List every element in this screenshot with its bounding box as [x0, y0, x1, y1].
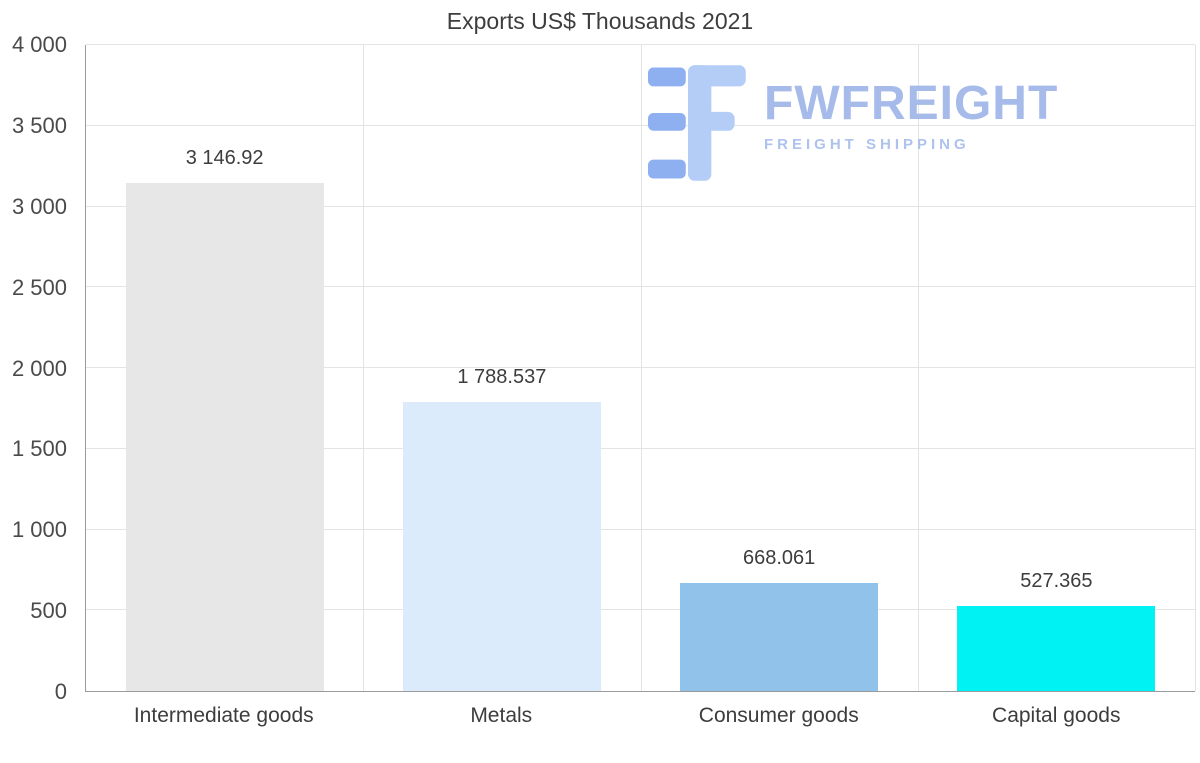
- brand-logo-icon: [648, 64, 748, 187]
- y-axis-tick-label: 3 000: [11, 193, 67, 219]
- brand-watermark: FWFREIGHT FREIGHT SHIPPING: [648, 64, 1065, 187]
- y-axis-tick-label: 3 500: [11, 112, 67, 138]
- v-gridline: [1195, 45, 1196, 691]
- y-axis: 0 500 1 000 1 500 2 000 2 500 3 000 3 500 4 000: [0, 32, 75, 704]
- y-axis-tick-label: 2 500: [11, 274, 67, 300]
- bar-capital-goods: [957, 605, 1156, 691]
- y-axis-tick-label: 1 500: [11, 436, 67, 462]
- x-axis-category-label: Capital goods: [992, 704, 1121, 727]
- y-axis-tick-label: 4 000: [11, 32, 67, 57]
- y-axis-tick-label: 500: [30, 598, 67, 624]
- x-axis-category-label: Consumer goods: [698, 704, 859, 727]
- v-gridline: [363, 45, 365, 691]
- bar-intermediate-goods: [125, 182, 324, 691]
- bar-value-label: 3 146.92: [185, 146, 264, 169]
- y-axis-tick-label: 0: [54, 679, 67, 704]
- y-axis-tick-label: 1 000: [11, 517, 67, 543]
- h-gridline: [86, 44, 1195, 45]
- v-gridline: [640, 45, 642, 691]
- chart-title: Exports US$ Thousands 2021: [446, 8, 754, 34]
- brand-tagline: FREIGHT SHIPPING: [764, 136, 970, 153]
- brand-name: FWFREIGHT: [764, 77, 1059, 130]
- bar-value-label: 1 788.537: [457, 366, 547, 389]
- v-gridline: [917, 45, 919, 691]
- bar-consumer-goods: [680, 583, 879, 691]
- bar-value-label: 527.365: [1020, 569, 1093, 592]
- bar-metals: [402, 402, 601, 691]
- x-axis-category-label: Intermediate goods: [133, 704, 314, 727]
- plot-area: 3 146.92 1 788.537 668.061 527.365: [85, 44, 1196, 692]
- x-axis-category-label: Metals: [470, 704, 533, 727]
- x-axis: Intermediate goods Metals Consumer goods Ca…: [85, 704, 1195, 728]
- bar-value-label: 668.061: [742, 547, 816, 570]
- brand-text-block: FWFREIGHT FREIGHT SHIPPING: [764, 64, 1065, 154]
- y-axis-tick-label: 2 000: [11, 355, 67, 381]
